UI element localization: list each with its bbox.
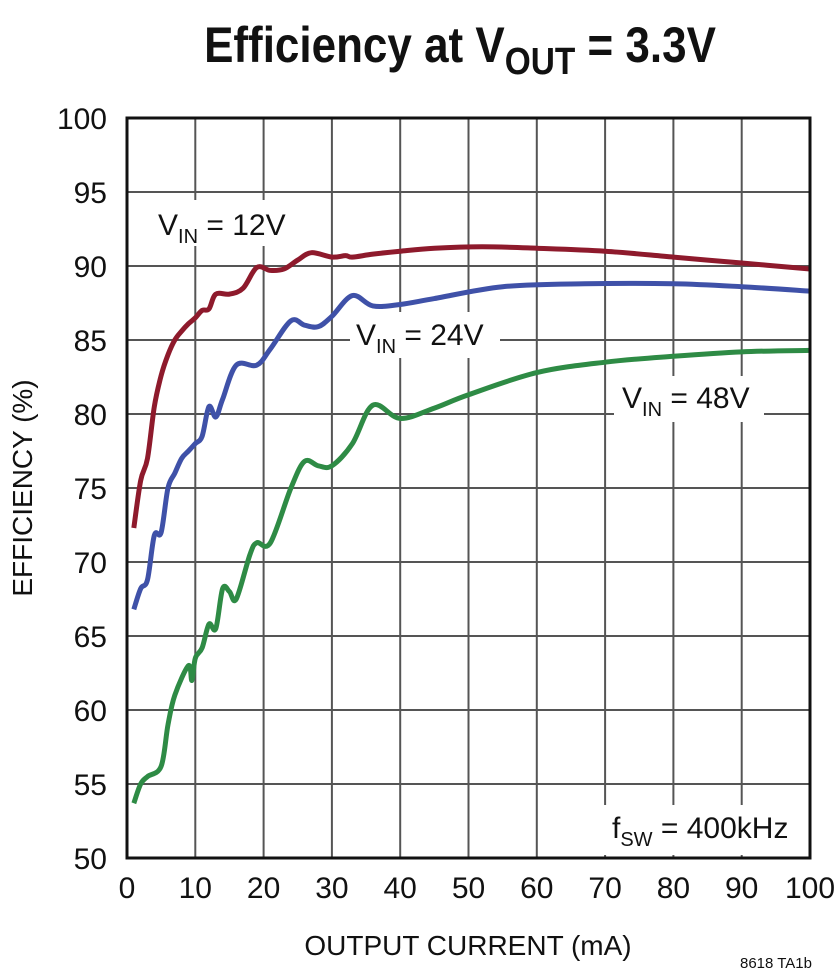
y-tick-label: 85 (74, 325, 107, 358)
x-tick-label: 0 (119, 872, 136, 905)
x-tick-label: 40 (384, 872, 417, 905)
figure-id-note: 8618 TA1b (740, 955, 812, 972)
x-tick-label: 80 (657, 872, 690, 905)
series-line-1 (131, 280, 811, 611)
x-tick-label: 90 (725, 872, 758, 905)
y-tick-labels: 50 55 60 65 70 75 80 85 90 95 100 (57, 103, 107, 876)
series-lines (131, 244, 811, 805)
y-tick-label: 100 (57, 103, 107, 136)
y-tick-label: 95 (74, 177, 107, 210)
y-tick-label: 55 (74, 769, 107, 802)
series-line-0 (131, 244, 811, 529)
x-axis-label: OUTPUT CURRENT (mA) (304, 930, 631, 961)
x-tick-label: 30 (315, 872, 348, 905)
y-tick-label: 50 (74, 843, 107, 876)
series-label-24v: VIN = 24V (356, 319, 484, 358)
x-tick-label: 60 (520, 872, 553, 905)
y-tick-label: 60 (74, 695, 107, 728)
series-label-48v: VIN = 48V (622, 382, 750, 421)
y-tick-label: 65 (74, 621, 107, 654)
plot-frame (125, 116, 812, 860)
chart-title: Efficiency at VOUT = 3.3V (204, 16, 716, 82)
x-tick-label: 20 (247, 872, 280, 905)
x-tick-labels: 0 10 20 30 40 50 60 70 80 90 100 (119, 872, 835, 905)
x-tick-label: 50 (452, 872, 485, 905)
y-axis-label: EFFICIENCY (%) (7, 379, 38, 596)
x-tick-label: 100 (785, 872, 835, 905)
y-tick-label: 80 (74, 399, 107, 432)
switching-frequency-label: fSW = 400kHz (612, 812, 788, 851)
y-tick-label: 70 (74, 547, 107, 580)
x-tick-label: 70 (588, 872, 621, 905)
y-tick-label: 90 (74, 251, 107, 284)
y-tick-label: 75 (74, 473, 107, 506)
x-tick-label: 10 (179, 872, 212, 905)
series-label-12v: VIN = 12V (158, 209, 286, 248)
series-line-2 (131, 347, 811, 805)
